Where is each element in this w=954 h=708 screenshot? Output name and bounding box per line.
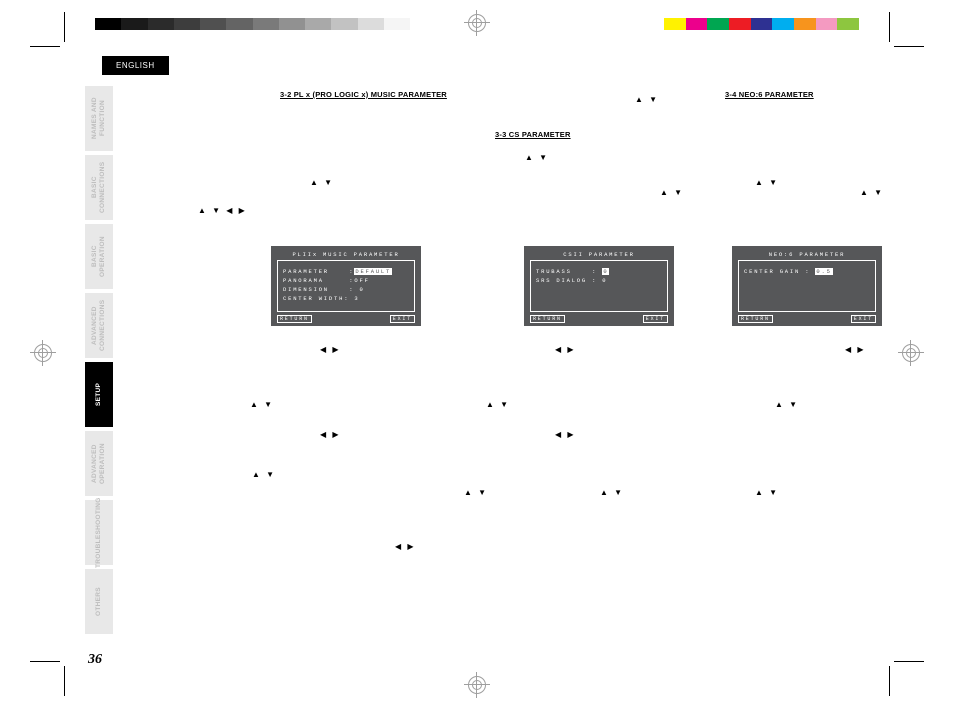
color-calibration-bar <box>664 18 859 30</box>
arrow-group: ▲ ▼ <box>252 470 276 479</box>
arrow-group: ▲ ▼ <box>635 95 659 104</box>
heading-3-3: 3-3 CS PARAMETER <box>495 130 571 139</box>
arrow-group: ◀ ▶ <box>395 542 416 551</box>
osd-exit-button[interactable]: EXIT <box>390 315 415 323</box>
side-tab[interactable]: TROUBLESHOOTING <box>85 500 113 565</box>
arrow-group: ▲ ▼ <box>464 488 488 497</box>
arrow-group: ▲ ▼ <box>525 153 549 162</box>
arrow-group: ▲ ▼ <box>486 400 510 409</box>
page-number: 36 <box>88 652 102 668</box>
osd-exit-button[interactable]: EXIT <box>643 315 668 323</box>
arrow-group: ▲ ▼ <box>755 488 779 497</box>
heading-3-4: 3-4 NEO:6 PARAMETER <box>725 90 814 99</box>
osd-panel-neo6: NEO:6 PARAMETER CENTER GAIN : 0.5 RETURN… <box>732 246 882 326</box>
side-tab[interactable]: ADVANCED OPERATION <box>85 431 113 496</box>
arrow-group: ▲ ▼ <box>860 188 884 197</box>
osd-return-button[interactable]: RETURN <box>530 315 565 323</box>
osd-exit-button[interactable]: EXIT <box>851 315 876 323</box>
osd-return-button[interactable]: RETURN <box>277 315 312 323</box>
registration-mark <box>898 340 924 366</box>
side-tab[interactable]: OTHERS <box>85 569 113 634</box>
side-tab[interactable]: BASIC CONNECTIONS <box>85 155 113 220</box>
osd-title: PLIIx MUSIC PARAMETER <box>277 251 415 258</box>
side-tab[interactable]: BASIC OPERATION <box>85 224 113 289</box>
arrow-group: ◀ ▶ <box>555 430 576 439</box>
arrow-group: ▲ ▼ <box>755 178 779 187</box>
registration-mark <box>464 10 490 36</box>
arrow-group: ◀ ▶ <box>320 345 341 354</box>
osd-title: NEO:6 PARAMETER <box>738 251 876 258</box>
side-tab[interactable]: NAMES AND FUNCTION <box>85 86 113 151</box>
arrow-group: ▲ ▼ <box>250 400 274 409</box>
registration-mark <box>30 340 56 366</box>
osd-title: CSII PARAMETER <box>530 251 668 258</box>
osd-panel-cs: CSII PARAMETER TRUBASS : 0SRS DIALOG : 0… <box>524 246 674 326</box>
heading-3-2: 3-2 PL x (PRO LOGIC x) MUSIC PARAMETER <box>280 90 447 99</box>
arrow-group: ▲ ▼ <box>600 488 624 497</box>
arrow-group: ▲ ▼ <box>310 178 334 187</box>
language-tab: ENGLISH <box>102 56 169 75</box>
registration-mark <box>464 672 490 698</box>
arrow-group: ▲ ▼ ◀ ▶ <box>198 206 247 215</box>
osd-panel-plii: PLIIx MUSIC PARAMETER PARAMETER :DEFAULT… <box>271 246 421 326</box>
arrow-group: ▲ ▼ <box>660 188 684 197</box>
side-tab[interactable]: ADVANCED CONNECTIONS <box>85 293 113 358</box>
arrow-group: ◀ ▶ <box>555 345 576 354</box>
side-tab[interactable]: SETUP <box>85 362 113 427</box>
arrow-group: ◀ ▶ <box>320 430 341 439</box>
grayscale-calibration-bar <box>95 18 410 30</box>
arrow-group: ◀ ▶ <box>845 345 866 354</box>
osd-return-button[interactable]: RETURN <box>738 315 773 323</box>
arrow-group: ▲ ▼ <box>775 400 799 409</box>
side-nav: NAMES AND FUNCTION BASIC CONNECTIONS BASIC… <box>85 86 113 638</box>
